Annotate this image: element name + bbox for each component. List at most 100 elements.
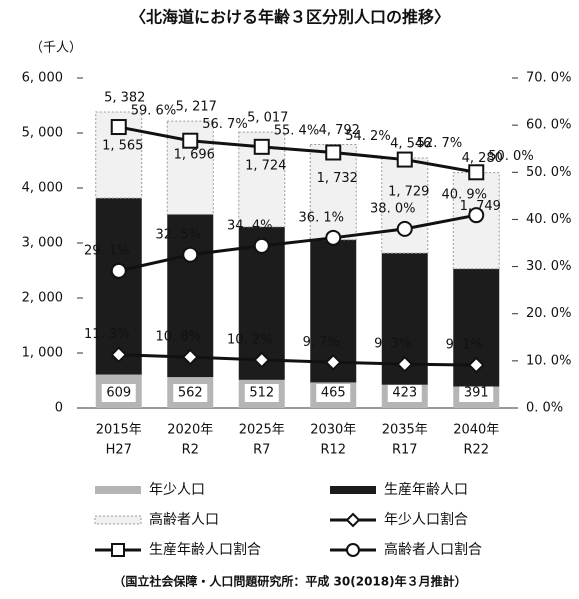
x-tick-sublabel: R22 bbox=[463, 443, 489, 458]
value-label: 1, 729 bbox=[388, 184, 429, 199]
line bbox=[118, 213, 477, 273]
value-label: 34. 4% bbox=[227, 218, 272, 233]
line bbox=[118, 353, 477, 367]
y-tick-label: 6, 000 bbox=[22, 71, 63, 86]
x-tick-label: 2040年 bbox=[453, 423, 499, 438]
value-label: 10. 8% bbox=[156, 330, 201, 345]
y-tick-label: 3, 000 bbox=[22, 236, 63, 251]
label-box bbox=[101, 384, 136, 402]
value-label: 609 bbox=[106, 386, 131, 401]
marker bbox=[111, 543, 125, 557]
value-label: 55. 4% bbox=[274, 123, 319, 138]
value-label: 56. 7% bbox=[202, 117, 247, 132]
value-label: 1, 565 bbox=[102, 138, 143, 153]
value-label: 11. 3% bbox=[84, 327, 129, 342]
label-box bbox=[459, 384, 494, 402]
y-tick-label: 0 bbox=[55, 401, 63, 416]
value-label: 40. 9% bbox=[442, 188, 487, 203]
x-tick-sublabel: R7 bbox=[253, 443, 270, 458]
y2-tick-label: 70. 0% bbox=[526, 71, 571, 86]
value-label: 10. 2% bbox=[227, 332, 272, 347]
marker bbox=[325, 144, 342, 161]
y-tick-label: 2, 000 bbox=[22, 291, 63, 306]
y-tick-label: 5, 000 bbox=[22, 126, 63, 141]
label-box bbox=[173, 384, 208, 402]
value-label: 9. 7% bbox=[303, 335, 340, 350]
marker bbox=[110, 262, 127, 279]
y-axis-label: （千人） bbox=[30, 41, 82, 56]
x-tick-label: 2030年 bbox=[310, 423, 356, 438]
total-label: 4, 792 bbox=[319, 123, 360, 138]
x-tick-sublabel: R2 bbox=[182, 443, 199, 458]
bar bbox=[381, 157, 429, 254]
source: （国立社会保障・人口問題研究所：平成 30(2018)年３月推計） bbox=[113, 574, 466, 589]
marker bbox=[396, 355, 414, 373]
marker bbox=[110, 346, 128, 364]
label-box bbox=[316, 384, 351, 402]
marker bbox=[253, 138, 270, 155]
label-box bbox=[244, 384, 279, 402]
marker bbox=[253, 237, 270, 254]
marker bbox=[396, 151, 413, 168]
value-label: 1, 732 bbox=[317, 171, 358, 186]
marker bbox=[325, 229, 342, 246]
legend-label: 生産年齢人口割合 bbox=[149, 541, 261, 558]
legend-swatch bbox=[95, 486, 141, 494]
label-box bbox=[387, 384, 422, 402]
y2-tick-label: 60. 0% bbox=[526, 118, 571, 133]
x-tick-sublabel: H27 bbox=[106, 443, 132, 458]
marker bbox=[468, 207, 485, 224]
value-label: 1, 696 bbox=[174, 148, 215, 163]
legend-label: 高齢者人口 bbox=[149, 511, 219, 528]
total-label: 5, 217 bbox=[176, 100, 217, 115]
y-tick-label: 1, 000 bbox=[22, 346, 63, 361]
total-label: 4, 280 bbox=[462, 151, 503, 166]
total-label: 5, 017 bbox=[247, 111, 288, 126]
marker bbox=[468, 164, 485, 181]
x-tick-sublabel: R12 bbox=[320, 443, 346, 458]
value-label: 9. 3% bbox=[374, 337, 411, 352]
x-tick-sublabel: R17 bbox=[392, 443, 418, 458]
marker bbox=[396, 220, 413, 237]
value-label: 52. 7% bbox=[417, 136, 462, 151]
legend-label: 生産年齢人口 bbox=[384, 482, 468, 498]
x-tick-label: 2035年 bbox=[382, 423, 428, 438]
marker bbox=[182, 132, 199, 149]
marker bbox=[345, 512, 361, 528]
value-label: 512 bbox=[249, 386, 274, 401]
value-label: 423 bbox=[392, 386, 417, 401]
legend-swatch bbox=[94, 515, 142, 525]
marker bbox=[346, 543, 360, 557]
value-label: 29. 1% bbox=[84, 243, 129, 258]
total-label: 4, 546 bbox=[390, 136, 431, 151]
value-label: 36. 1% bbox=[299, 210, 344, 225]
x-tick-label: 2025年 bbox=[239, 423, 285, 438]
legend-label: 年少人口割合 bbox=[384, 511, 468, 528]
marker bbox=[181, 348, 199, 366]
value-label: 465 bbox=[321, 386, 346, 401]
marker bbox=[324, 353, 342, 371]
y2-tick-label: 0. 0% bbox=[526, 401, 563, 416]
value-label: 50. 0% bbox=[488, 149, 533, 164]
marker bbox=[253, 351, 271, 369]
bar bbox=[95, 198, 142, 375]
y-tick-label: 4, 000 bbox=[22, 181, 63, 196]
line bbox=[118, 125, 477, 174]
value-label: 32. 5% bbox=[156, 227, 201, 242]
value-label: 562 bbox=[178, 386, 203, 401]
value-label: 54. 2% bbox=[345, 129, 390, 144]
y2-tick-label: 20. 0% bbox=[526, 306, 571, 321]
y2-tick-label: 40. 0% bbox=[526, 212, 571, 227]
y2-tick-label: 30. 0% bbox=[526, 259, 571, 274]
total-label: 5, 382 bbox=[104, 90, 145, 105]
value-label: 9. 1% bbox=[446, 338, 483, 353]
marker bbox=[182, 246, 199, 263]
chart-title: 〈北海道における年齢３区分別人口の推移〉 bbox=[130, 8, 450, 27]
value-label: 391 bbox=[464, 386, 489, 401]
value-label: 59. 6% bbox=[131, 104, 176, 119]
marker bbox=[110, 119, 127, 136]
value-label: 38. 0% bbox=[370, 201, 415, 216]
legend-label: 高齢者人口割合 bbox=[384, 541, 482, 558]
y2-tick-label: 50. 0% bbox=[526, 165, 571, 180]
